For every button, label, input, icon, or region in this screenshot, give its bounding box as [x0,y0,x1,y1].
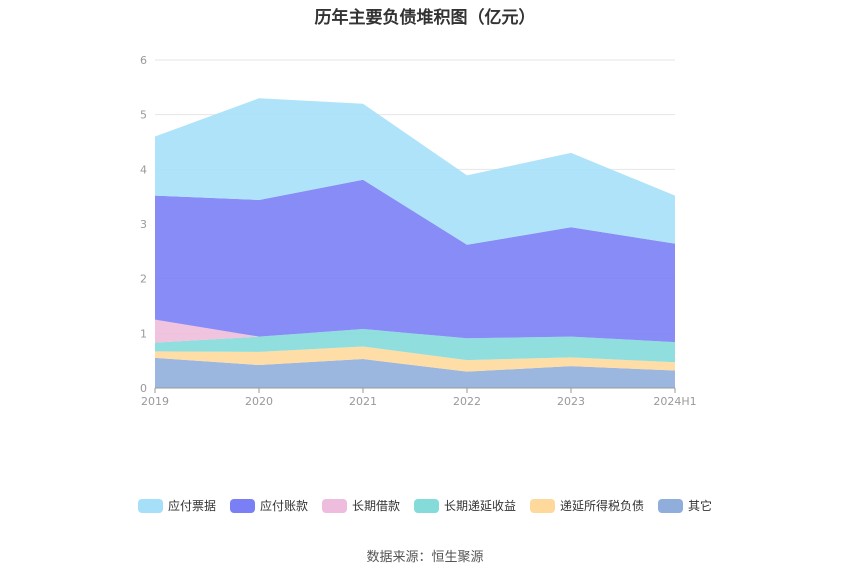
area-series-2 [155,328,675,363]
legend-swatch [658,498,684,513]
legend-item[interactable]: 长期借款 [321,497,400,514]
x-tick-label: 2024H1 [653,395,696,408]
legend-label: 应付账款 [259,499,308,513]
legend-item[interactable]: 应付票据 [137,497,216,514]
area-series-4 [155,179,675,343]
legend-label: 递延所得税负债 [560,499,645,513]
legend-label: 其它 [688,499,713,513]
y-tick-label: 0 [140,382,147,395]
legend-swatch [229,498,255,513]
x-tick-label: 2021 [349,395,377,408]
y-tick-label: 1 [140,327,147,340]
chart-legend: 应付票据 应付账款 长期借款 长期递延收益 递延所得税负债 其它 [0,497,850,514]
y-tick-label: 6 [140,54,147,67]
legend-swatch [137,498,163,513]
legend-item[interactable]: 应付账款 [229,497,308,514]
y-tick-label: 2 [140,273,147,286]
legend-swatch [321,498,347,513]
legend-swatch [530,498,556,513]
legend-swatch [414,498,439,513]
x-tick-label: 2020 [245,395,273,408]
area-series-1 [155,346,675,372]
area-series-0 [155,357,675,388]
legend-label: 长期递延收益 [444,499,517,513]
area-series-5 [155,98,675,245]
y-tick-label: 5 [140,109,147,122]
stacked-area-chart: 0 1 2 3 4 5 6 2019 2020 2021 2022 2023 2024H1 [140,54,697,408]
legend-label: 应付票据 [167,499,216,513]
chart-title: 历年主要负债堆积图（亿元） [314,8,536,28]
y-tick-label: 4 [140,163,147,176]
legend-item[interactable]: 递延所得税负债 [530,497,644,514]
x-tick-label: 2023 [557,395,585,408]
x-tick-label: 2022 [453,395,481,408]
legend-label: 长期借款 [351,499,400,513]
legend-item[interactable]: 其它 [658,497,712,514]
y-tick-label: 3 [140,218,147,231]
x-tick-label: 2019 [141,395,169,408]
data-source: 数据来源：恒生聚源 [366,550,484,565]
legend-item[interactable]: 长期递延收益 [414,497,516,514]
